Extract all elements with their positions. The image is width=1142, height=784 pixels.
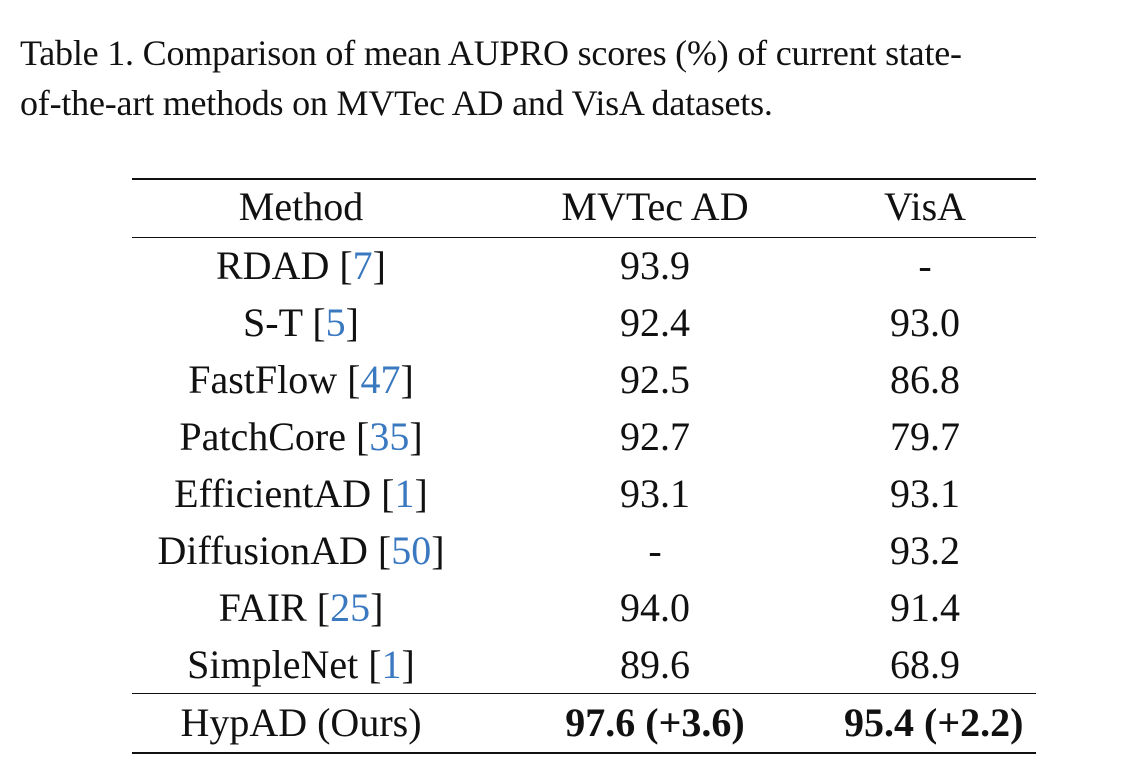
method-name-ours: HypAD (Ours) (180, 700, 422, 745)
mvtec-score: 92.7 (620, 414, 690, 459)
visa-score: 93.1 (890, 471, 960, 516)
table-row-ours: HypAD (Ours) 97.6 (+3.6) 95.4 (+2.2) (132, 694, 1036, 751)
mvtec-score: 89.6 (620, 642, 690, 687)
mvtec-score-ours: 97.6 (+3.6) (565, 700, 745, 745)
mvtec-score: - (648, 528, 662, 573)
mvtec-score: 93.9 (620, 243, 690, 288)
citation-link[interactable]: 1 (381, 642, 402, 687)
visa-score: 93.0 (890, 300, 960, 345)
table-row: EfficientAD [1] 93.1 93.1 (132, 465, 1036, 522)
method-cell: FastFlow [47] (188, 357, 414, 402)
header-method: Method (238, 184, 364, 229)
method-name: EfficientAD (174, 471, 372, 516)
header-mvtec-ad: MVTec AD (561, 184, 749, 229)
method-cell: S-T [5] (243, 300, 359, 345)
method-cell: EfficientAD [1] (174, 471, 428, 516)
method-cell: DiffusionAD [50] (157, 528, 445, 573)
visa-score: 68.9 (890, 642, 960, 687)
visa-score: 91.4 (890, 585, 960, 630)
mvtec-score: 92.4 (620, 300, 690, 345)
table-bottom-rule (132, 752, 1036, 754)
citation-link[interactable]: 25 (330, 585, 371, 630)
table-row: DiffusionAD [50] - 93.2 (132, 522, 1036, 579)
table-header-rule (132, 237, 1036, 238)
table-row: SimpleNet [1] 89.6 68.9 (132, 636, 1036, 693)
mvtec-score: 93.1 (620, 471, 690, 516)
table-row: FastFlow [47] 92.5 86.8 (132, 351, 1036, 408)
table-header-row: Method MVTec AD VisA (132, 178, 1036, 235)
visa-score-ours: 95.4 (+2.2) (844, 700, 1024, 745)
visa-score: 93.2 (890, 528, 960, 573)
visa-score: 79.7 (890, 414, 960, 459)
method-cell: FAIR [25] (218, 585, 384, 630)
table-row: FAIR [25] 94.0 91.4 (132, 579, 1036, 636)
method-cell: SimpleNet [1] (187, 642, 415, 687)
method-name: FastFlow (188, 357, 338, 402)
method-cell: PatchCore [35] (179, 414, 423, 459)
method-name: FAIR (218, 585, 307, 630)
header-visa: VisA (883, 184, 967, 229)
citation-link[interactable]: 7 (352, 243, 373, 288)
citation-link[interactable]: 50 (391, 528, 432, 573)
table-row: RDAD [7] 93.9 - (132, 237, 1036, 294)
table-ours-rule (132, 693, 1036, 694)
caption-line-1: Table 1. Comparison of mean AUPRO scores… (20, 33, 962, 73)
citation-link[interactable]: 47 (360, 357, 401, 402)
method-cell: RDAD [7] (216, 243, 386, 288)
visa-score: - (918, 243, 932, 288)
citation-link[interactable]: 1 (394, 471, 415, 516)
method-name: S-T (243, 300, 303, 345)
method-name: RDAD (216, 243, 330, 288)
method-name: DiffusionAD (157, 528, 368, 573)
table-top-rule (132, 178, 1036, 180)
caption-line-2: of-the-art methods on MVTec AD and VisA … (20, 83, 773, 123)
mvtec-score: 92.5 (620, 357, 690, 402)
citation-link[interactable]: 35 (369, 414, 410, 459)
citation-link[interactable]: 5 (325, 300, 346, 345)
table-row: PatchCore [35] 92.7 79.7 (132, 408, 1036, 465)
visa-score: 86.8 (890, 357, 960, 402)
table-row: S-T [5] 92.4 93.0 (132, 294, 1036, 351)
mvtec-score: 94.0 (620, 585, 690, 630)
table-caption: Table 1. Comparison of mean AUPRO scores… (20, 28, 1120, 128)
method-name: PatchCore (179, 414, 346, 459)
method-name: SimpleNet (187, 642, 359, 687)
